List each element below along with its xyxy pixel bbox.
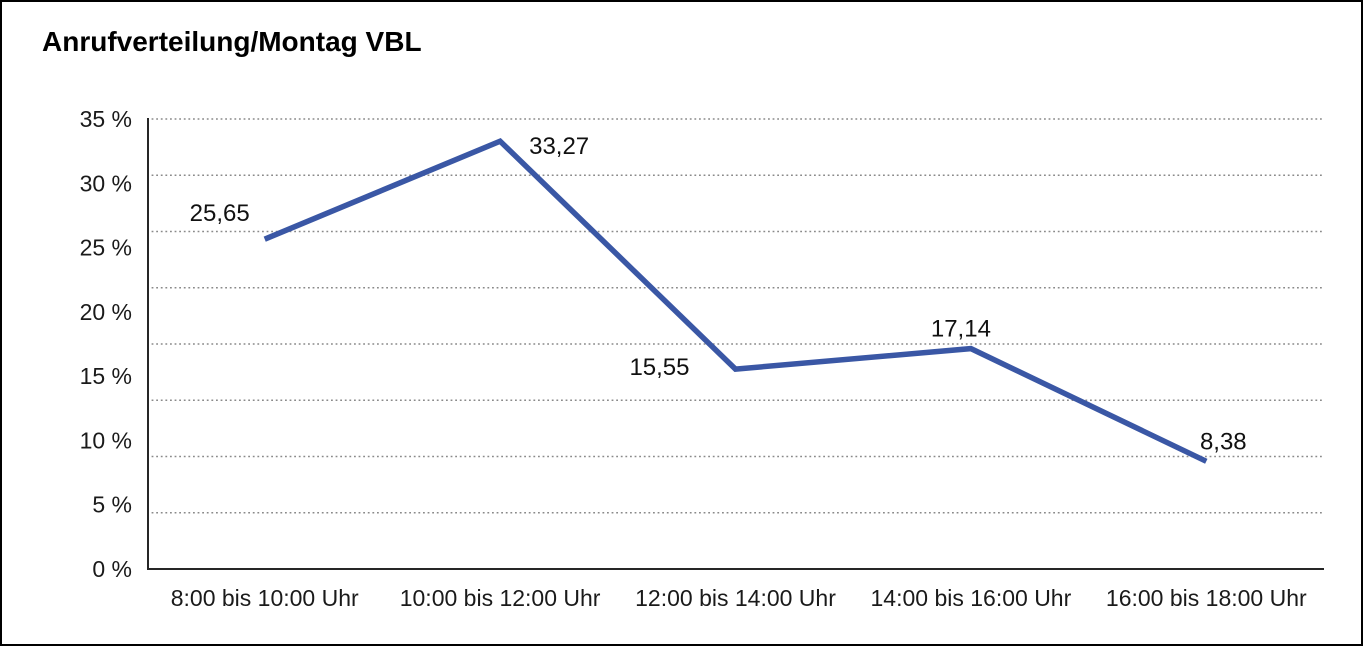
data-point-labels: 25,65 33,27 15,55 17,14 8,38 [190, 133, 1247, 455]
y-axis-tick-label: 20 % [80, 299, 132, 325]
y-axis-tick-label: 30 % [80, 170, 132, 196]
y-axis-tick-label: 0 % [92, 556, 132, 582]
data-point-label: 17,14 [931, 316, 991, 343]
x-axis-tick-label: 10:00 bis 12:00 Uhr [400, 585, 601, 611]
chart-title: Anrufverteilung/Montag VBL [42, 26, 422, 57]
x-axis-tick-label: 12:00 bis 14:00 Uhr [635, 585, 836, 611]
y-axis-tick-label: 10 % [80, 427, 132, 453]
data-line [263, 137, 1208, 464]
gridlines [147, 118, 1324, 514]
x-axis-tick-label: 16:00 bis 18:00 Uhr [1106, 585, 1307, 611]
data-point-label: 33,27 [529, 133, 589, 160]
y-axis-tick-label: 35 % [80, 106, 132, 132]
x-axis-tick-label: 14:00 bis 16:00 Uhr [871, 585, 1072, 611]
y-axis-tick-label: 15 % [80, 363, 132, 389]
data-point-label: 25,65 [190, 200, 250, 227]
y-axis-tick-labels: 35 % 30 % 25 % 20 % 15 % 10 % 5 % 0 % [80, 106, 132, 582]
data-point-label: 15,55 [629, 354, 689, 381]
x-axis-tick-label: 8:00 bis 10:00 Uhr [171, 585, 359, 611]
y-axis-tick-label: 5 % [92, 492, 132, 518]
data-point-label: 8,38 [1200, 428, 1247, 455]
y-axis-tick-label: 25 % [80, 235, 132, 261]
x-axis-tick-labels: 8:00 bis 10:00 Uhr 10:00 bis 12:00 Uhr 1… [171, 585, 1307, 611]
